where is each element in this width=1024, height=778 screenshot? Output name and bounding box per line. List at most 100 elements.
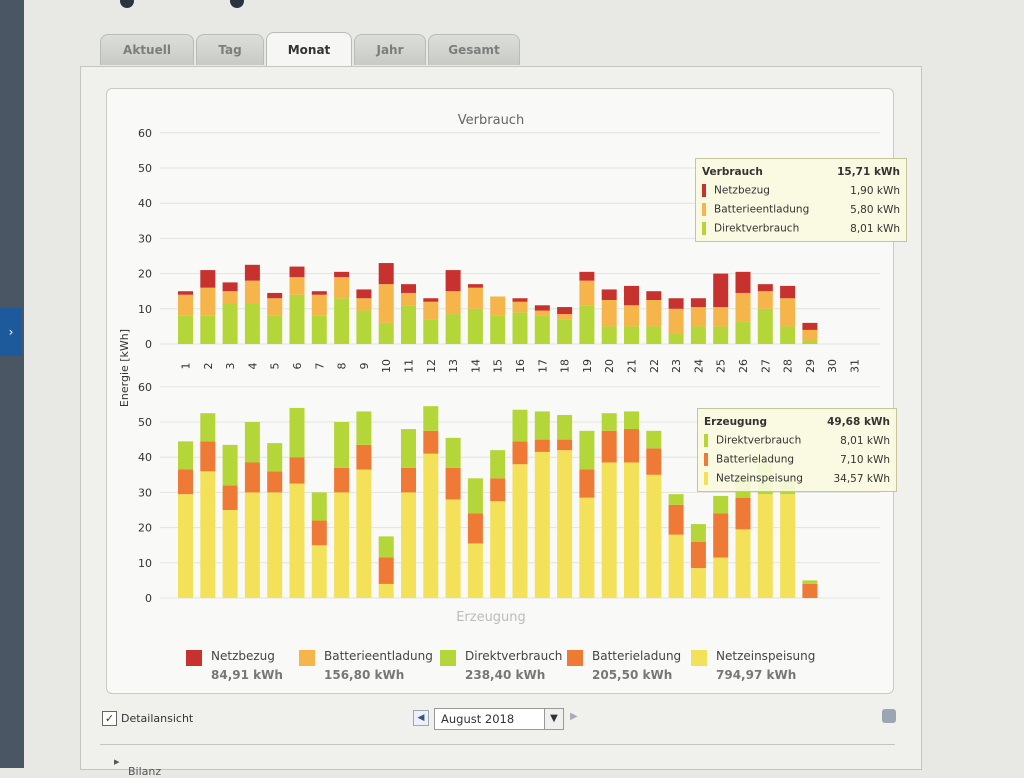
verbrauch-bar-batterieentladung[interactable] (601, 300, 617, 327)
erzeugung-bar-netzeinspeisung[interactable] (401, 492, 416, 598)
verbrauch-bar-direktverbrauch[interactable] (289, 294, 305, 344)
verbrauch-bar-netzbezug[interactable] (713, 273, 729, 308)
erzeugung-bar-batterieladung[interactable] (735, 497, 751, 530)
verbrauch-bar-netzbezug[interactable] (401, 284, 416, 293)
verbrauch-bar-direktverbrauch[interactable] (802, 340, 818, 344)
verbrauch-bar-batterieentladung[interactable] (624, 305, 639, 327)
next-month-icon[interactable]: ▶ (570, 711, 578, 722)
erzeugung-bar-batterieladung[interactable] (244, 462, 260, 493)
verbrauch-bar-direktverbrauch[interactable] (356, 310, 372, 344)
erzeugung-bar-direktverbrauch[interactable] (356, 411, 372, 445)
erzeugung-bar-batterieladung[interactable] (267, 471, 283, 493)
erzeugung-bar-batterieladung[interactable] (378, 557, 394, 584)
erzeugung-bar-netzeinspeisung[interactable] (356, 469, 372, 598)
erzeugung-bar-direktverbrauch[interactable] (445, 437, 461, 468)
verbrauch-bar-netzbezug[interactable] (534, 305, 550, 311)
verbrauch-bar-netzbezug[interactable] (646, 291, 662, 300)
verbrauch-bar-netzbezug[interactable] (334, 271, 350, 278)
verbrauch-bar-netzbezug[interactable] (200, 270, 216, 288)
erzeugung-bar-direktverbrauch[interactable] (490, 450, 506, 479)
erzeugung-bar-batterieladung[interactable] (401, 467, 416, 493)
erzeugung-bar-batterieladung[interactable] (646, 448, 662, 475)
erzeugung-bar-netzeinspeisung[interactable] (267, 492, 283, 598)
verbrauch-bar-netzbezug[interactable] (757, 284, 773, 292)
verbrauch-bar-batterieentladung[interactable] (178, 294, 193, 316)
verbrauch-bar-netzbezug[interactable] (780, 285, 796, 299)
erzeugung-bar-batterieladung[interactable] (356, 444, 372, 470)
erzeugung-bar-netzeinspeisung[interactable] (780, 494, 796, 598)
erzeugung-bar-direktverbrauch[interactable] (378, 536, 394, 558)
erzeugung-bar-direktverbrauch[interactable] (467, 478, 483, 514)
erzeugung-bar-direktverbrauch[interactable] (222, 444, 238, 486)
verbrauch-bar-direktverbrauch[interactable] (423, 319, 439, 344)
verbrauch-bar-direktverbrauch[interactable] (646, 326, 662, 344)
month-select[interactable]: August 2018 ▼ (434, 708, 564, 730)
verbrauch-bar-batterieentladung[interactable] (467, 287, 483, 309)
verbrauch-bar-direktverbrauch[interactable] (311, 315, 327, 344)
erzeugung-bar-batterieladung[interactable] (289, 457, 305, 484)
verbrauch-bar-netzbezug[interactable] (735, 271, 751, 293)
erzeugung-bar-netzeinspeisung[interactable] (668, 534, 684, 598)
erzeugung-bar-direktverbrauch[interactable] (244, 422, 260, 463)
previous-month-icon[interactable]: ◀ (413, 710, 429, 726)
verbrauch-bar-direktverbrauch[interactable] (267, 315, 283, 344)
tab-jahr[interactable]: Jahr (354, 34, 426, 65)
erzeugung-bar-direktverbrauch[interactable] (289, 407, 305, 458)
erzeugung-bar-batterieladung[interactable] (624, 429, 639, 463)
verbrauch-bar-netzbezug[interactable] (267, 292, 283, 299)
verbrauch-bar-direktverbrauch[interactable] (713, 326, 729, 344)
verbrauch-bar-batterieentladung[interactable] (512, 301, 528, 313)
erzeugung-bar-batterieladung[interactable] (178, 469, 193, 495)
erzeugung-bar-netzeinspeisung[interactable] (423, 453, 439, 598)
erzeugung-bar-direktverbrauch[interactable] (401, 429, 416, 468)
erzeugung-bar-batterieladung[interactable] (668, 504, 684, 535)
verbrauch-bar-batterieentladung[interactable] (289, 277, 305, 295)
erzeugung-bar-direktverbrauch[interactable] (601, 413, 617, 431)
verbrauch-bar-direktverbrauch[interactable] (178, 315, 193, 344)
erzeugung-bar-batterieladung[interactable] (445, 467, 461, 500)
verbrauch-bar-batterieentladung[interactable] (401, 292, 416, 306)
erzeugung-bar-batterieladung[interactable] (579, 469, 595, 498)
verbrauch-bar-direktverbrauch[interactable] (557, 319, 573, 344)
erzeugung-bar-direktverbrauch[interactable] (178, 441, 193, 470)
verbrauch-bar-batterieentladung[interactable] (378, 284, 394, 323)
verbrauch-bar-netzbezug[interactable] (467, 284, 483, 288)
verbrauch-bar-batterieentladung[interactable] (713, 307, 729, 327)
erzeugung-bar-direktverbrauch[interactable] (557, 414, 573, 440)
verbrauch-bar-direktverbrauch[interactable] (200, 315, 216, 344)
verbrauch-bar-netzbezug[interactable] (178, 291, 193, 295)
erzeugung-bar-netzeinspeisung[interactable] (334, 492, 350, 598)
detail-checkbox[interactable]: ✓ (102, 711, 117, 726)
verbrauch-bar-netzbezug[interactable] (624, 285, 639, 306)
erzeugung-bar-netzeinspeisung[interactable] (200, 471, 216, 598)
verbrauch-bar-netzbezug[interactable] (668, 298, 684, 309)
erzeugung-bar-batterieladung[interactable] (222, 485, 238, 510)
erzeugung-bar-direktverbrauch[interactable] (512, 409, 528, 442)
erzeugung-bar-batterieladung[interactable] (423, 430, 439, 454)
tab-tag[interactable]: Tag (196, 34, 264, 65)
verbrauch-bar-batterieentladung[interactable] (356, 298, 372, 311)
verbrauch-bar-batterieentladung[interactable] (200, 287, 216, 316)
erzeugung-bar-netzeinspeisung[interactable] (289, 483, 305, 598)
erzeugung-bar-direktverbrauch[interactable] (267, 443, 283, 472)
erzeugung-bar-batterieladung[interactable] (557, 439, 573, 451)
erzeugung-bar-netzeinspeisung[interactable] (311, 545, 327, 598)
verbrauch-bar-batterieentladung[interactable] (802, 329, 818, 341)
bilanz-section[interactable]: ▸ Bilanz (100, 744, 895, 778)
verbrauch-bar-netzbezug[interactable] (423, 298, 439, 302)
verbrauch-bar-batterieentladung[interactable] (267, 298, 283, 316)
verbrauch-bar-direktverbrauch[interactable] (490, 315, 506, 344)
erzeugung-bar-batterieladung[interactable] (601, 430, 617, 463)
verbrauch-bar-netzbezug[interactable] (445, 270, 461, 292)
verbrauch-bar-direktverbrauch[interactable] (334, 298, 350, 344)
verbrauch-bar-netzbezug[interactable] (289, 266, 305, 278)
verbrauch-bar-netzbezug[interactable] (601, 289, 617, 300)
erzeugung-bar-netzeinspeisung[interactable] (490, 501, 506, 598)
verbrauch-bar-netzbezug[interactable] (690, 298, 706, 308)
erzeugung-bar-direktverbrauch[interactable] (423, 406, 439, 431)
verbrauch-bar-batterieentladung[interactable] (780, 298, 796, 327)
erzeugung-bar-batterieladung[interactable] (467, 513, 483, 544)
erzeugung-bar-direktverbrauch[interactable] (690, 524, 706, 542)
verbrauch-bar-direktverbrauch[interactable] (512, 312, 528, 344)
verbrauch-bar-netzbezug[interactable] (579, 271, 595, 281)
